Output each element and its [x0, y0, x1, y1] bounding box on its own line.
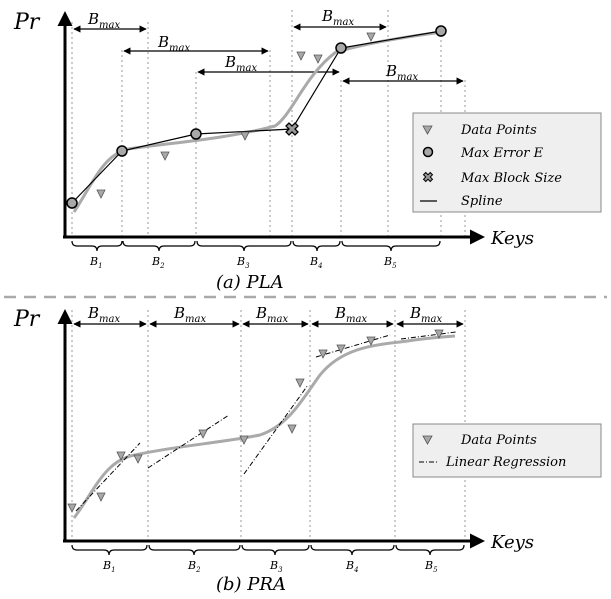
svg-text:Bmax: Bmax: [409, 304, 442, 325]
max-error-point: [435, 25, 447, 37]
block-boundaries: [71, 310, 466, 541]
svg-text:Bmax: Bmax: [334, 304, 367, 325]
spline-curve: [72, 30, 443, 213]
svg-text:Max Error E: Max Error E: [460, 146, 544, 161]
block-braces: [71, 240, 441, 252]
svg-text:B3: B3: [269, 559, 283, 574]
legend-pla: Data Points Max Error E Max Block Size S…: [412, 112, 602, 213]
x-axis-label: Keys: [490, 228, 534, 249]
bmax-label: Bmax: [87, 10, 120, 31]
svg-text:Bmax: Bmax: [173, 304, 206, 325]
data-point: [96, 189, 106, 199]
svg-text:Max Block Size: Max Block Size: [460, 171, 562, 186]
bmax-label: Bmax: [224, 53, 257, 74]
axes: [57, 309, 485, 549]
bmax-label: Bmax: [385, 62, 418, 83]
max-block-size-marker: [285, 122, 299, 136]
svg-text:Spline: Spline: [461, 194, 503, 209]
svg-text:B4: B4: [345, 559, 359, 574]
data-points: [67, 329, 444, 513]
bmax-labels: Bmax Bmax Bmax Bmax Bmax: [87, 7, 418, 83]
caption-pra: (b) PRA: [216, 574, 286, 595]
svg-text:B1: B1: [89, 255, 103, 270]
spline-curve: [72, 334, 456, 519]
svg-text:B1: B1: [102, 559, 116, 574]
max-error-point: [66, 197, 78, 209]
data-point: [318, 349, 328, 359]
bmax-label: Bmax: [157, 33, 190, 54]
regression-lines: [75, 331, 457, 512]
data-point: [198, 429, 208, 439]
y-axis-label: Pr: [13, 10, 41, 35]
data-point: [434, 329, 444, 339]
svg-text:B5: B5: [424, 559, 438, 574]
bmax-label: Bmax: [321, 7, 354, 28]
data-point: [296, 51, 306, 61]
caption-pla: (a) PLA: [216, 272, 284, 293]
block-braces: [71, 544, 465, 556]
data-point: [287, 424, 297, 434]
svg-text:Data Points: Data Points: [460, 433, 537, 448]
circle-icon: [422, 146, 434, 158]
data-point: [133, 454, 143, 464]
x-axis-label: Keys: [490, 532, 534, 553]
data-point: [295, 378, 305, 388]
max-error-point: [190, 128, 202, 140]
max-error-points: [66, 25, 447, 209]
block-labels: B1 B2 B3 B4 B5: [89, 255, 397, 270]
data-point: [239, 435, 249, 445]
data-point: [366, 32, 376, 42]
axes: [57, 11, 485, 245]
svg-text:B4: B4: [309, 255, 323, 270]
max-error-point: [335, 42, 347, 54]
svg-text:B3: B3: [236, 255, 250, 270]
pla-polyline: [71, 30, 442, 204]
data-points: [96, 32, 376, 199]
max-error-point: [116, 145, 128, 157]
data-point: [67, 503, 77, 513]
panel-pra: Bmax Bmax Bmax Bmax Bmax Pr Keys: [13, 304, 602, 595]
svg-text:Bmax: Bmax: [255, 304, 288, 325]
svg-text:B2: B2: [151, 255, 165, 270]
x-cross-icon: [422, 171, 434, 183]
panel-pla: Bmax Bmax Bmax Bmax Bmax Pr Keys: [13, 7, 602, 293]
triangle-down-icon: [422, 125, 433, 135]
legend-pra: Data Points Linear Regression: [412, 423, 602, 478]
bmax-labels: Bmax Bmax Bmax Bmax Bmax: [87, 304, 442, 325]
svg-text:Data Points: Data Points: [460, 123, 537, 138]
data-point: [240, 131, 250, 141]
data-point: [96, 492, 106, 502]
data-point: [366, 336, 376, 346]
data-point: [336, 344, 346, 354]
block-boundaries: [71, 10, 466, 236]
svg-text:B5: B5: [383, 255, 397, 270]
y-axis-label: Pr: [13, 307, 41, 332]
data-point: [313, 54, 323, 64]
svg-text:B2: B2: [187, 559, 201, 574]
svg-text:Bmax: Bmax: [87, 304, 120, 325]
block-labels: B1 B2 B3 B4 B5: [102, 559, 438, 574]
data-point: [160, 151, 170, 161]
data-point: [116, 451, 126, 461]
svg-text:Linear Regression: Linear Regression: [445, 455, 566, 470]
triangle-down-icon: [422, 435, 433, 445]
